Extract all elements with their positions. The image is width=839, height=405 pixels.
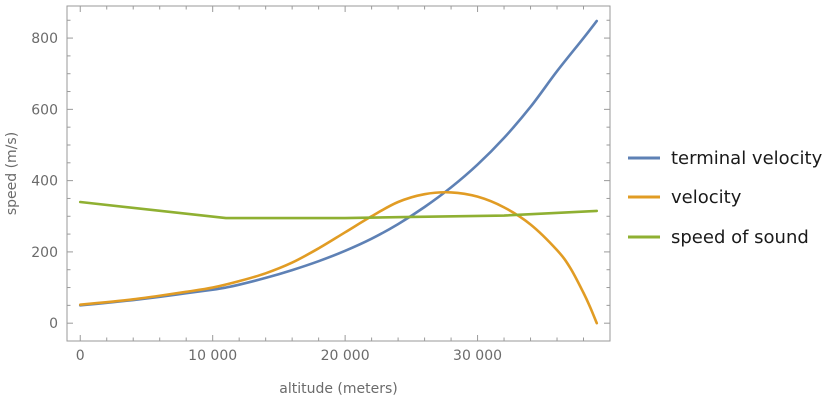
x-axis-ticks: 0 10 000 20 000 30 000 xyxy=(76,6,611,364)
legend: terminal velocity velocity speed of sound xyxy=(628,148,823,248)
series-line-terminal-velocity xyxy=(78,19,599,307)
plot-frame xyxy=(66,5,611,342)
y-axis-ticks: 0 200 400 600 800 xyxy=(31,19,610,332)
x-tick-label: 30 000 xyxy=(453,348,502,364)
y-tick-label: 200 xyxy=(31,245,58,261)
series-line-speed-of-sound xyxy=(78,200,599,220)
y-tick-label: 400 xyxy=(31,174,58,190)
legend-label: speed of sound xyxy=(671,227,809,248)
x-tick-label: 0 xyxy=(76,348,85,364)
y-axis-label: speed (m/s) xyxy=(4,132,20,215)
legend-label: velocity xyxy=(671,187,742,208)
legend-label: terminal velocity xyxy=(671,148,823,169)
series-layer xyxy=(78,19,599,325)
y-tick-label: 0 xyxy=(49,316,58,332)
x-tick-label: 10 000 xyxy=(188,348,237,364)
y-tick-label: 600 xyxy=(31,102,58,118)
x-axis-label: altitude (meters) xyxy=(279,381,398,397)
y-tick-label: 800 xyxy=(31,31,58,47)
x-tick-label: 20 000 xyxy=(321,348,370,364)
series-line-velocity xyxy=(78,190,599,325)
